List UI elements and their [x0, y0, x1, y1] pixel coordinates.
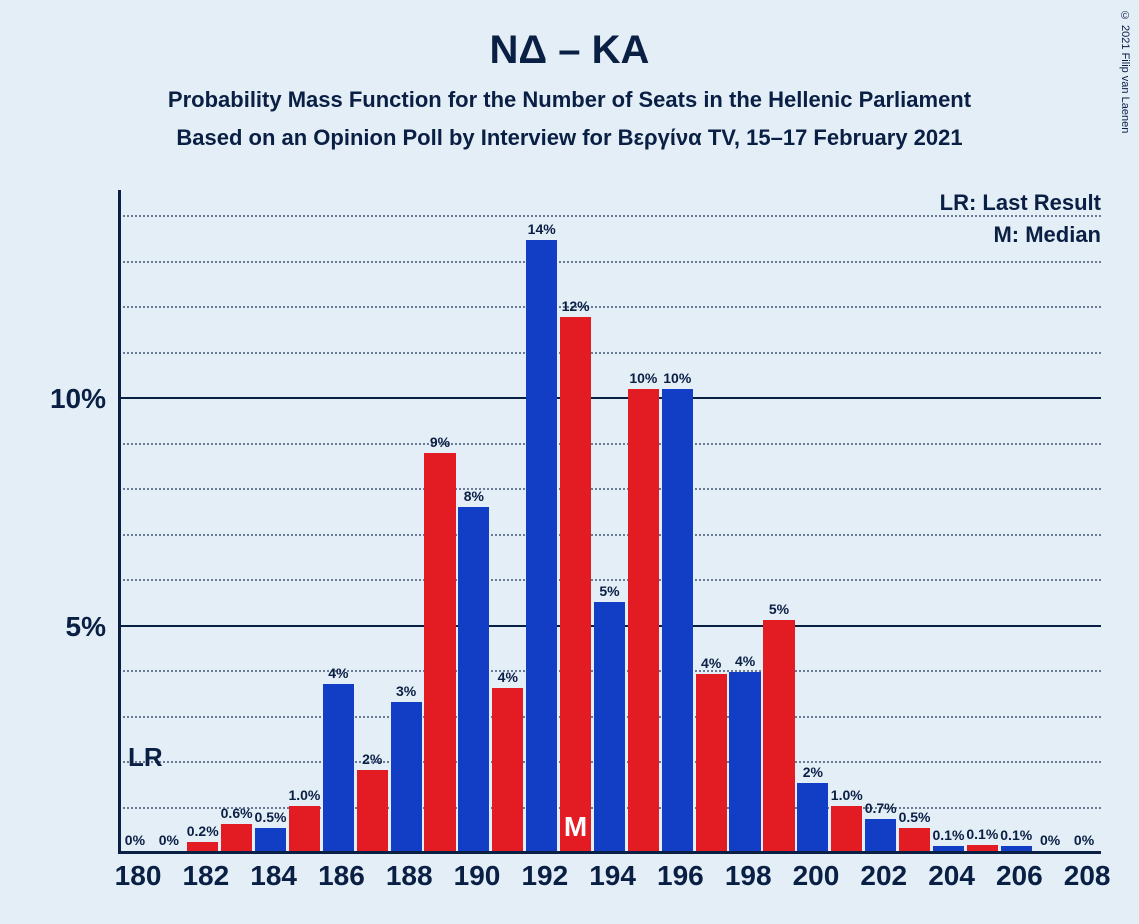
bar-value-label: 1.0% — [288, 787, 320, 806]
median-marker: M — [564, 811, 587, 843]
bar: 0.1% — [967, 845, 998, 851]
bar-value-label: 4% — [701, 655, 721, 674]
x-tick-label: 196 — [657, 860, 704, 892]
bar-value-label: 12% — [562, 298, 590, 317]
x-tick-label: 198 — [725, 860, 772, 892]
bar-value-label: 10% — [663, 370, 691, 389]
bar-value-label: 0.6% — [221, 805, 253, 824]
bar: 12%M — [560, 317, 591, 851]
bar-value-label: 9% — [430, 434, 450, 453]
bar-value-label: 0.1% — [932, 827, 964, 846]
bar-value-label: 0% — [1040, 832, 1060, 851]
bar: 5% — [594, 602, 625, 851]
bar: 4% — [492, 688, 523, 851]
bar-value-label: 0.5% — [255, 809, 287, 828]
bar: 2% — [797, 783, 828, 851]
bar: 0.1% — [1001, 846, 1032, 851]
bar-value-label: 3% — [396, 683, 416, 702]
bar-value-label: 4% — [498, 669, 518, 688]
bar-value-label: 0.7% — [865, 800, 897, 819]
copyright-text: © 2021 Filip van Laenen — [1119, 10, 1131, 133]
bar-value-label: 14% — [528, 221, 556, 240]
x-tick-label: 186 — [318, 860, 365, 892]
bar-value-label: 0.5% — [899, 809, 931, 828]
bar: 4% — [696, 674, 727, 851]
bar: 4% — [323, 684, 354, 852]
bar: 14% — [526, 240, 557, 851]
x-tick-label: 208 — [1064, 860, 1111, 892]
bar: 2% — [357, 770, 388, 851]
bar: 10% — [662, 389, 693, 851]
bar: 0.1% — [933, 846, 964, 851]
x-tick-label: 200 — [793, 860, 840, 892]
bar: 5% — [763, 620, 794, 851]
chart-subtitle-1: Probability Mass Function for the Number… — [0, 87, 1139, 113]
bar-value-label: 0% — [125, 832, 145, 851]
chart-title: ΝΔ – ΚΑ — [0, 0, 1139, 73]
bar-value-label: 0% — [159, 832, 179, 851]
bar-value-label: 2% — [803, 764, 823, 783]
x-tick-label: 190 — [454, 860, 501, 892]
chart-subtitle-2: Based on an Opinion Poll by Interview fo… — [0, 125, 1139, 151]
bar: 0.7% — [865, 819, 896, 851]
bar: 0.6% — [221, 824, 252, 851]
bar-value-label: 10% — [629, 370, 657, 389]
bar-value-label: 0.1% — [966, 826, 998, 845]
bar-value-label: 5% — [769, 601, 789, 620]
bars-group: 0%0%0.2%0.6%0.5%1.0%4%2%3%9%8%4%14%12%M5… — [118, 190, 1101, 851]
bar: 9% — [424, 453, 455, 851]
bar-value-label: 5% — [599, 583, 619, 602]
plot-area: 5%10% LR 0%0%0.2%0.6%0.5%1.0%4%2%3%9%8%4… — [118, 190, 1101, 854]
bar: 0.5% — [899, 828, 930, 851]
bar-value-label: 2% — [362, 751, 382, 770]
bar-value-label: 4% — [735, 653, 755, 672]
bar: 4% — [729, 672, 760, 851]
y-tick-label: 10% — [50, 383, 118, 415]
x-tick-label: 204 — [928, 860, 975, 892]
bar: 3% — [391, 702, 422, 851]
x-tick-label: 180 — [115, 860, 162, 892]
bar: 0.2% — [187, 842, 218, 851]
bar-value-label: 1.0% — [831, 787, 863, 806]
bar-value-label: 4% — [328, 665, 348, 684]
bar: 1.0% — [831, 806, 862, 851]
bar-value-label: 8% — [464, 488, 484, 507]
bar-value-label: 0.2% — [187, 823, 219, 842]
y-tick-label: 5% — [66, 611, 118, 643]
bar: 10% — [628, 389, 659, 851]
bar: 8% — [458, 507, 489, 851]
x-tick-label: 184 — [250, 860, 297, 892]
x-tick-label: 194 — [589, 860, 636, 892]
x-tick-label: 202 — [860, 860, 907, 892]
chart-container: LR: Last Result M: Median 5%10% LR 0%0%0… — [38, 190, 1101, 904]
x-axis-labels: 180 182 184 186 188 190 192 194 196 198 200 202 204 2… — [118, 854, 1101, 904]
bar-value-label: 0% — [1074, 832, 1094, 851]
bar-value-label: 0.1% — [1000, 827, 1032, 846]
x-tick-label: 206 — [996, 860, 1043, 892]
bar: 1.0% — [289, 806, 320, 851]
bar: 0.5% — [255, 828, 286, 851]
x-tick-label: 188 — [386, 860, 433, 892]
x-tick-label: 182 — [182, 860, 229, 892]
x-tick-label: 192 — [521, 860, 568, 892]
